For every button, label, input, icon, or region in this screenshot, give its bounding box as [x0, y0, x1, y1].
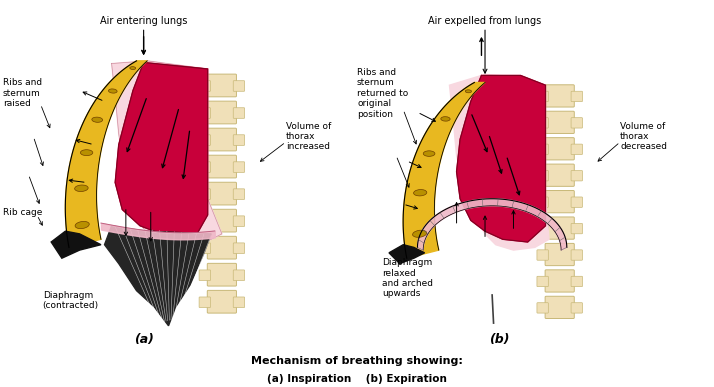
Polygon shape	[111, 61, 222, 245]
FancyBboxPatch shape	[537, 144, 548, 154]
FancyBboxPatch shape	[207, 236, 236, 259]
Ellipse shape	[92, 117, 103, 122]
Polygon shape	[403, 82, 485, 258]
FancyBboxPatch shape	[199, 297, 211, 308]
Ellipse shape	[109, 89, 117, 93]
FancyBboxPatch shape	[199, 81, 211, 91]
Polygon shape	[389, 245, 425, 264]
Text: Ribs and
sternum
raised: Ribs and sternum raised	[3, 79, 42, 108]
Ellipse shape	[413, 230, 427, 237]
FancyBboxPatch shape	[233, 162, 245, 172]
FancyBboxPatch shape	[233, 81, 245, 91]
FancyBboxPatch shape	[537, 91, 548, 102]
Text: Air expelled from lungs: Air expelled from lungs	[428, 16, 542, 26]
FancyBboxPatch shape	[207, 263, 236, 286]
FancyBboxPatch shape	[199, 189, 211, 199]
FancyBboxPatch shape	[571, 303, 583, 313]
FancyBboxPatch shape	[207, 128, 236, 151]
FancyBboxPatch shape	[545, 164, 574, 186]
Text: (b): (b)	[489, 333, 510, 346]
Polygon shape	[449, 74, 549, 250]
FancyBboxPatch shape	[207, 155, 236, 178]
Polygon shape	[456, 75, 545, 242]
FancyBboxPatch shape	[571, 197, 583, 207]
Text: Air entering lungs: Air entering lungs	[100, 16, 187, 26]
FancyBboxPatch shape	[207, 209, 236, 232]
FancyBboxPatch shape	[233, 135, 245, 146]
Text: Rib cage: Rib cage	[3, 208, 42, 217]
Ellipse shape	[81, 150, 93, 156]
FancyBboxPatch shape	[233, 297, 245, 308]
Text: (a): (a)	[134, 333, 154, 346]
FancyBboxPatch shape	[545, 138, 574, 160]
Ellipse shape	[75, 221, 89, 229]
Ellipse shape	[466, 90, 471, 93]
FancyBboxPatch shape	[571, 276, 583, 287]
FancyBboxPatch shape	[199, 243, 211, 253]
FancyBboxPatch shape	[233, 216, 245, 226]
FancyBboxPatch shape	[233, 189, 245, 199]
FancyBboxPatch shape	[537, 303, 548, 313]
FancyBboxPatch shape	[571, 223, 583, 234]
FancyBboxPatch shape	[537, 276, 548, 287]
FancyBboxPatch shape	[233, 243, 245, 253]
FancyBboxPatch shape	[571, 91, 583, 102]
Text: Ribs and
sternum
returned to
original
position: Ribs and sternum returned to original po…	[357, 68, 408, 118]
FancyBboxPatch shape	[199, 216, 211, 226]
FancyBboxPatch shape	[233, 270, 245, 281]
Text: Volume of
thorax
increased: Volume of thorax increased	[286, 122, 331, 151]
FancyBboxPatch shape	[545, 270, 574, 292]
FancyBboxPatch shape	[199, 135, 211, 146]
FancyBboxPatch shape	[537, 118, 548, 128]
FancyBboxPatch shape	[545, 243, 574, 265]
Text: Diaphragm
relaxed
and arched
upwards: Diaphragm relaxed and arched upwards	[382, 258, 433, 298]
Polygon shape	[51, 231, 101, 258]
Ellipse shape	[423, 151, 435, 156]
FancyBboxPatch shape	[571, 250, 583, 260]
Ellipse shape	[130, 67, 136, 70]
Text: (a) Inspiration    (b) Expiration: (a) Inspiration (b) Expiration	[267, 375, 447, 384]
Text: Mechanism of breathing showing:: Mechanism of breathing showing:	[251, 356, 463, 366]
Ellipse shape	[441, 117, 450, 121]
FancyBboxPatch shape	[545, 111, 574, 134]
Polygon shape	[104, 226, 211, 326]
Polygon shape	[65, 61, 147, 247]
FancyBboxPatch shape	[537, 197, 548, 207]
FancyBboxPatch shape	[207, 74, 236, 97]
FancyBboxPatch shape	[233, 108, 245, 118]
FancyBboxPatch shape	[537, 223, 548, 234]
Text: Volume of
thorax
decreased: Volume of thorax decreased	[620, 122, 667, 151]
FancyBboxPatch shape	[207, 290, 236, 313]
FancyBboxPatch shape	[207, 101, 236, 124]
FancyBboxPatch shape	[571, 118, 583, 128]
FancyBboxPatch shape	[199, 270, 211, 281]
FancyBboxPatch shape	[545, 217, 574, 239]
FancyBboxPatch shape	[545, 85, 574, 107]
FancyBboxPatch shape	[571, 144, 583, 154]
FancyBboxPatch shape	[199, 108, 211, 118]
FancyBboxPatch shape	[545, 190, 574, 213]
Polygon shape	[418, 199, 567, 250]
FancyBboxPatch shape	[207, 182, 236, 205]
FancyBboxPatch shape	[537, 171, 548, 181]
FancyBboxPatch shape	[571, 171, 583, 181]
Polygon shape	[115, 62, 208, 234]
Text: Diaphragm
(contracted): Diaphragm (contracted)	[43, 291, 99, 310]
Ellipse shape	[75, 185, 88, 192]
FancyBboxPatch shape	[199, 162, 211, 172]
FancyBboxPatch shape	[537, 250, 548, 260]
Ellipse shape	[413, 190, 427, 196]
FancyBboxPatch shape	[545, 296, 574, 319]
